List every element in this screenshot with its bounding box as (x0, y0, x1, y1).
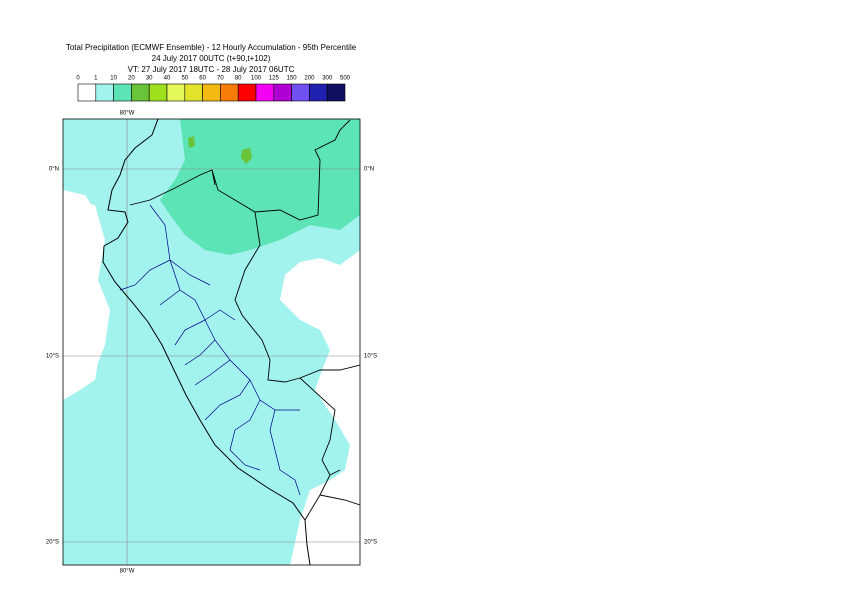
legend-label: 300 (322, 76, 333, 82)
legend-swatch (309, 83, 328, 102)
legend-label: 60 (199, 76, 206, 82)
legend-swatch (326, 83, 346, 102)
legend-label: 20 (128, 76, 135, 82)
legend: 0 1 10 20 30 40 50 60 70 80 100 125 150 200 300 500 (76, 76, 351, 102)
legend-label: 150 (287, 76, 298, 82)
legend-swatch (255, 83, 275, 102)
precip-high (188, 136, 195, 148)
grid-label: 20°S (46, 540, 59, 546)
grid-label: 0°N (49, 167, 59, 173)
legend-label: 500 (340, 76, 351, 82)
legend-swatch (291, 83, 310, 102)
title-line: Total Precipitation (ECMWF Ensemble) - 1… (66, 43, 357, 52)
legend-label: 70 (217, 76, 224, 82)
title-line: VT: 27 July 2017 18UTC - 28 July 2017 06… (128, 65, 295, 74)
legend-label: 100 (251, 76, 262, 82)
map: 80°W 80°W 0°N 0°N 10°S 10°S 20°S 20°S (46, 111, 377, 575)
legend-swatch (273, 83, 292, 102)
precip-high (241, 148, 252, 164)
grid-label: 80°W (120, 111, 135, 117)
legend-swatch (148, 83, 168, 102)
grid-label: 0°N (364, 167, 374, 173)
legend-label: 200 (304, 76, 315, 82)
legend-swatch (202, 83, 221, 102)
legend-swatch (77, 83, 97, 102)
precip-medium (160, 119, 360, 255)
province-border (119, 204, 301, 496)
legend-label: 30 (146, 76, 153, 82)
legend-label: 10 (110, 76, 117, 82)
legend-swatch (166, 83, 186, 102)
legend-label: 0 (76, 76, 80, 82)
precip-white-patch (63, 200, 110, 378)
map-frame (62, 118, 361, 566)
legend-label: 40 (164, 76, 171, 82)
legend-label: 1 (94, 76, 98, 82)
country-border (129, 119, 360, 521)
grid-label: 20°S (364, 540, 377, 546)
title-line: 24 July 2017 00UTC (t+90,t+102) (152, 54, 271, 63)
legend-swatch (113, 83, 132, 102)
grid-label: 80°W (120, 569, 135, 575)
legend-swatch (95, 83, 114, 102)
grid-label: 10°S (46, 354, 59, 360)
legend-swatch (237, 83, 257, 102)
legend-label: 125 (269, 76, 280, 82)
legend-swatch (184, 83, 203, 102)
legend-swatch (220, 83, 239, 102)
legend-swatch (131, 83, 150, 102)
coastline (102, 119, 311, 565)
legend-label: 50 (181, 76, 188, 82)
grid-label: 10°S (364, 354, 377, 360)
legend-label: 80 (235, 76, 242, 82)
